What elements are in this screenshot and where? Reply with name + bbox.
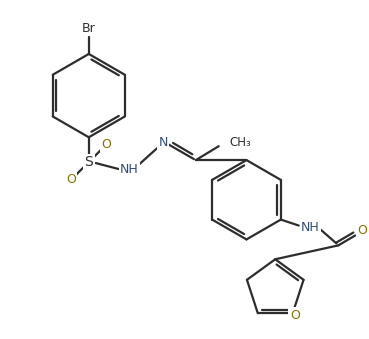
- Text: CH₃: CH₃: [230, 136, 251, 149]
- Text: O: O: [357, 224, 367, 237]
- Text: N: N: [159, 136, 168, 149]
- Text: Br: Br: [82, 22, 96, 35]
- Text: NH: NH: [301, 221, 320, 234]
- Text: NH: NH: [120, 163, 139, 177]
- Text: O: O: [66, 174, 76, 186]
- Text: S: S: [85, 155, 93, 169]
- Text: O: O: [102, 138, 111, 151]
- Text: O: O: [290, 308, 300, 322]
